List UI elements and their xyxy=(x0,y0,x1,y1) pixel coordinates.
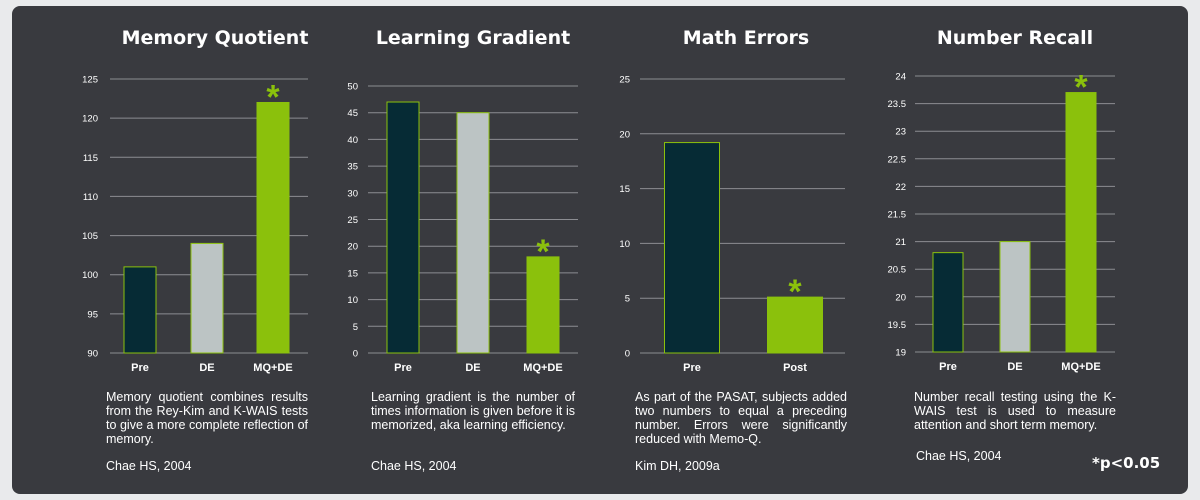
significance-asterisk: * xyxy=(788,273,802,311)
y-tick-label: 30 xyxy=(347,188,358,199)
significance-note: *p<0.05 xyxy=(1092,454,1161,472)
chart-caption: Memory quotient combines results from th… xyxy=(106,390,308,446)
y-tick-label: 19 xyxy=(895,348,906,359)
x-tick-label: Pre xyxy=(683,362,701,374)
chart-title: Learning Gradient xyxy=(375,27,571,49)
y-tick-label: 125 xyxy=(82,75,98,86)
x-tick-label: MQ+DE xyxy=(253,362,292,374)
y-tick-label: 40 xyxy=(347,135,358,146)
x-tick-label: MQ+DE xyxy=(523,362,562,374)
significance-asterisk: * xyxy=(1074,69,1088,107)
x-tick-label: Pre xyxy=(939,361,957,373)
x-tick-label: DE xyxy=(1007,361,1022,373)
x-tick-label: Pre xyxy=(131,362,149,374)
x-tick-label: MQ+DE xyxy=(1061,361,1100,373)
y-tick-label: 15 xyxy=(619,184,630,195)
y-tick-label: 21 xyxy=(895,237,906,248)
y-tick-label: 105 xyxy=(82,231,98,242)
chart-title: Number Recall xyxy=(936,27,1094,49)
bar xyxy=(932,252,964,353)
x-tick-label: Post xyxy=(783,362,807,374)
y-tick-label: 5 xyxy=(353,322,358,333)
y-tick-label: 25 xyxy=(347,215,358,226)
significance-asterisk: * xyxy=(266,78,280,116)
chart-source: Chae HS, 2004 xyxy=(106,459,192,473)
y-tick-label: 0 xyxy=(353,349,358,360)
chart-source: Chae HS, 2004 xyxy=(371,459,457,473)
y-tick-label: 50 xyxy=(347,82,358,93)
y-tick-label: 120 xyxy=(82,114,98,125)
x-tick-label: DE xyxy=(199,362,214,374)
y-tick-label: 22.5 xyxy=(888,154,907,165)
y-tick-label: 115 xyxy=(83,153,98,164)
significance-asterisk: * xyxy=(536,233,550,271)
bar xyxy=(256,101,290,354)
bar xyxy=(190,242,224,354)
y-tick-label: 35 xyxy=(347,162,358,173)
chart-caption: As part of the PASAT, subjects added two… xyxy=(635,390,847,446)
y-tick-label: 19.5 xyxy=(888,320,907,331)
chart-title: Memory Quotient xyxy=(121,27,309,49)
bar xyxy=(123,266,157,354)
y-tick-label: 90 xyxy=(87,349,98,360)
chart-title: Math Errors xyxy=(682,27,810,49)
bar xyxy=(999,241,1031,353)
bar xyxy=(386,101,420,354)
y-tick-label: 15 xyxy=(347,268,358,279)
y-tick-label: 20 xyxy=(619,129,630,140)
y-tick-label: 95 xyxy=(87,309,98,320)
y-tick-label: 0 xyxy=(625,349,630,360)
chart-source: Chae HS, 2004 xyxy=(916,449,1002,463)
bar xyxy=(664,142,720,354)
chart-source: Kim DH, 2009a xyxy=(635,459,720,473)
x-tick-label: Pre xyxy=(394,362,412,374)
y-tick-label: 20 xyxy=(347,242,358,253)
y-tick-label: 20.5 xyxy=(888,265,907,276)
bar xyxy=(767,296,823,354)
y-tick-label: 110 xyxy=(83,192,98,203)
bar xyxy=(1065,92,1097,353)
y-tick-label: 5 xyxy=(625,294,630,305)
y-tick-label: 23 xyxy=(895,127,906,138)
y-tick-label: 20 xyxy=(895,292,906,303)
y-tick-label: 100 xyxy=(82,270,98,281)
chart-caption: Learning gradient is the number of times… xyxy=(371,390,575,432)
y-tick-label: 21.5 xyxy=(888,210,907,221)
chart-caption: Number recall testing using the K-WAIS t… xyxy=(914,390,1116,432)
y-tick-label: 45 xyxy=(347,108,358,119)
bar xyxy=(456,112,490,354)
bar xyxy=(526,256,560,354)
y-tick-label: 24 xyxy=(895,72,906,83)
y-tick-label: 10 xyxy=(619,239,630,250)
y-tick-label: 22 xyxy=(895,182,906,193)
x-tick-label: DE xyxy=(465,362,480,374)
y-tick-label: 10 xyxy=(347,295,358,306)
y-tick-label: 23.5 xyxy=(888,99,907,110)
y-tick-label: 25 xyxy=(619,75,630,86)
